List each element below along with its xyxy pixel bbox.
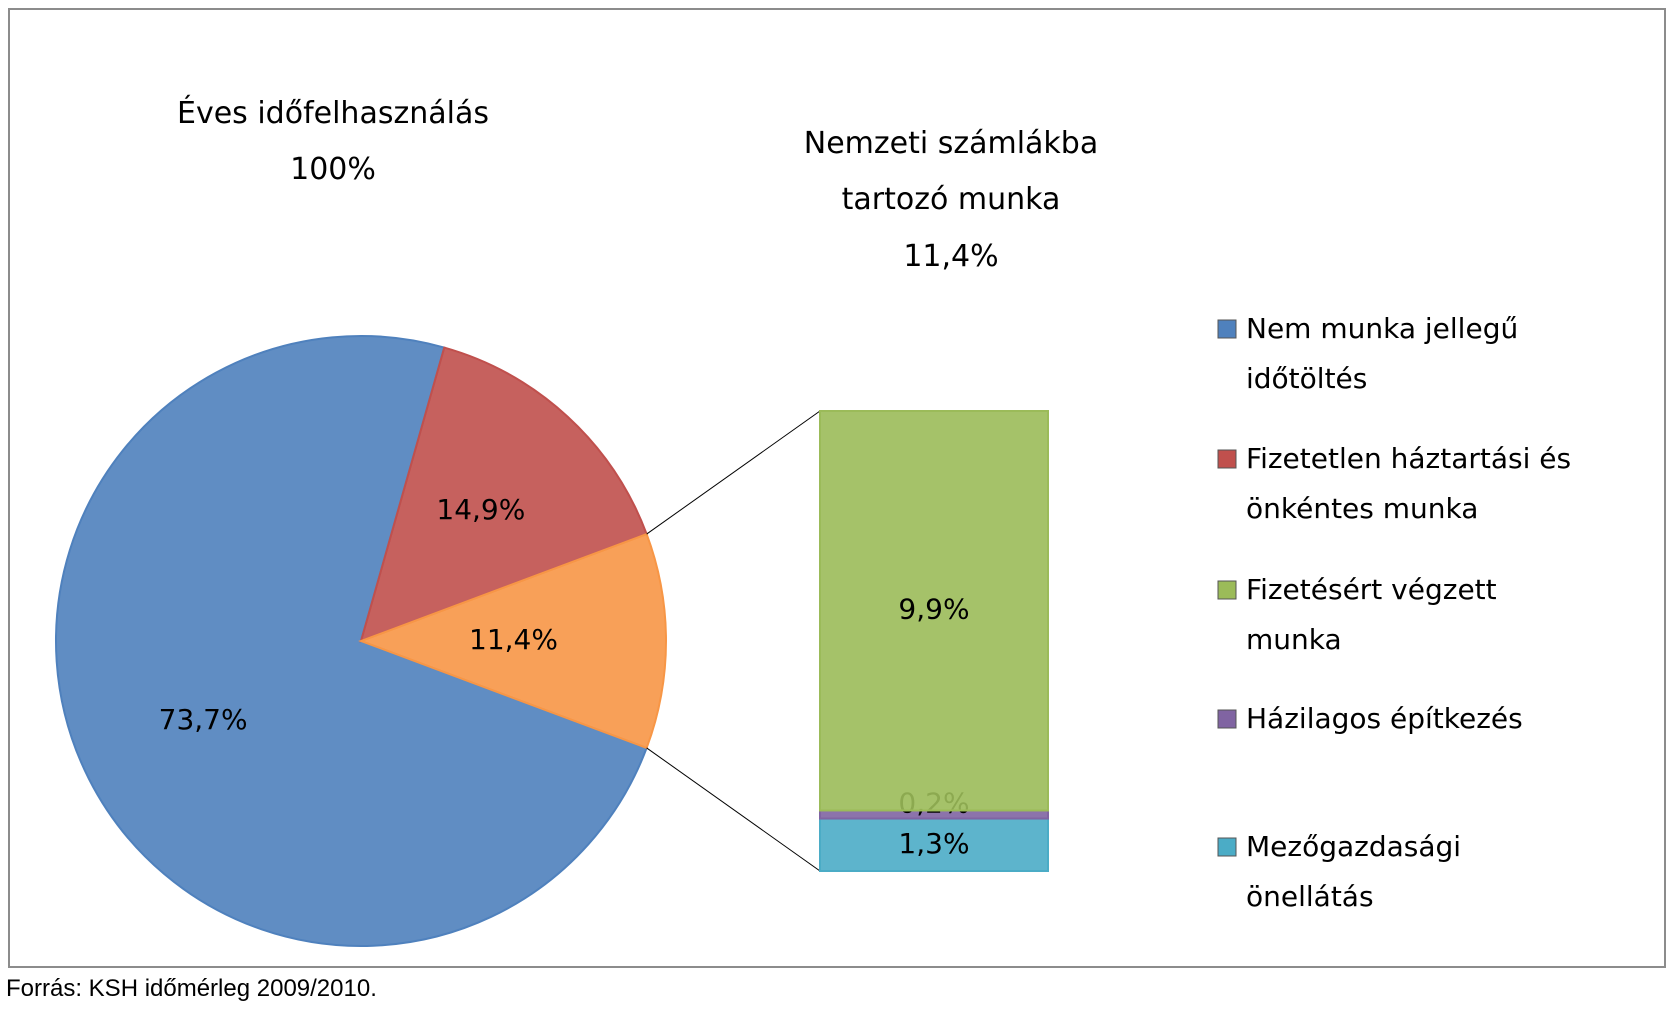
legend-swatch [1217, 319, 1237, 339]
pie-slice-edge [358, 532, 668, 750]
pie-slice [361, 534, 666, 748]
data-label: 9,9% [898, 593, 969, 626]
bar-total: 11,4% [903, 239, 999, 274]
data-label: 1,3% [898, 827, 969, 860]
data-label: 11,4% [469, 623, 558, 656]
chart-frame [8, 8, 1666, 968]
legend-swatch [1217, 449, 1237, 469]
source-note: Forrás: KSH időmérleg 2009/2010. [6, 975, 377, 1002]
bar-segment [819, 817, 1049, 873]
connector [646, 747, 821, 872]
legend-swatch [1217, 580, 1237, 600]
pie-slice [55, 336, 647, 947]
legend-swatch [1217, 709, 1237, 729]
pie-slice [361, 347, 647, 641]
pie-title: Éves időfelhasználás [177, 96, 489, 131]
pie-total: 100% [290, 152, 376, 187]
connector [646, 410, 821, 535]
legend-swatch [1217, 837, 1237, 857]
data-label: 14,9% [436, 493, 525, 526]
legend-label: Mezőgazdasági önellátás [1246, 830, 1462, 913]
legend-label: Fizetetlen háztartási és önkéntes munka [1246, 442, 1572, 525]
bar-segment [819, 410, 1049, 812]
pie-slice-edge [55, 335, 648, 947]
bar-title: Nemzeti számlákba tartozó munka [803, 126, 1099, 217]
legend-label: Fizetésért végzett munka [1246, 573, 1497, 656]
legend-label: Házilagos építkezés [1246, 702, 1523, 735]
pie-slice-edge [359, 346, 648, 643]
data-label: 73,7% [159, 703, 248, 736]
legend-label: Nem munka jellegű időtöltés [1246, 312, 1519, 395]
